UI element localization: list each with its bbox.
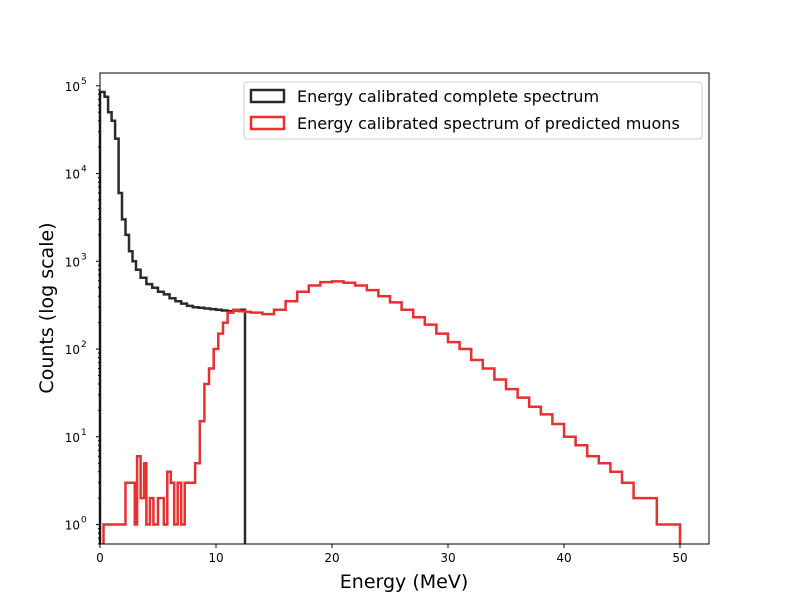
y-tick-exponent: 3 bbox=[81, 252, 87, 262]
x-tick-label: 50 bbox=[672, 551, 687, 565]
legend-swatch-complete bbox=[249, 88, 286, 104]
series-0-line bbox=[98, 90, 247, 544]
y-tick-exponent: 5 bbox=[81, 77, 87, 87]
x-tick-label: 20 bbox=[324, 551, 339, 565]
y-tick-exponent: 1 bbox=[81, 428, 87, 438]
y-tick-label: 10 bbox=[65, 343, 80, 357]
y-tick-exponent: 0 bbox=[81, 516, 87, 526]
x-tick-label: 0 bbox=[96, 551, 104, 565]
y-tick-label: 10 bbox=[65, 80, 80, 94]
legend-label-complete: Energy calibrated complete spectrum bbox=[297, 87, 599, 106]
x-tick-label: 40 bbox=[556, 551, 571, 565]
y-tick-exponent: 2 bbox=[81, 340, 87, 350]
legend-box bbox=[243, 81, 703, 140]
legend-label-muons: Energy calibrated spectrum of predicted … bbox=[297, 114, 680, 133]
x-tick-label: 10 bbox=[208, 551, 223, 565]
x-tick-label: 30 bbox=[440, 551, 455, 565]
y-axis-label: Counts (log scale) bbox=[36, 222, 58, 393]
axes-frame bbox=[99, 72, 710, 545]
y-tick-label: 10 bbox=[65, 255, 80, 269]
legend-swatch-muons bbox=[249, 115, 286, 131]
y-tick-label: 10 bbox=[65, 431, 80, 445]
plot-area bbox=[98, 90, 682, 544]
y-tick-label: 10 bbox=[65, 168, 80, 182]
legend: Energy calibrated complete spectrum Ener… bbox=[243, 81, 703, 140]
y-tick-exponent: 4 bbox=[81, 165, 87, 175]
series-1-line bbox=[102, 280, 682, 544]
x-axis-label: Energy (MeV) bbox=[340, 571, 468, 593]
y-tick-label: 10 bbox=[65, 519, 80, 533]
